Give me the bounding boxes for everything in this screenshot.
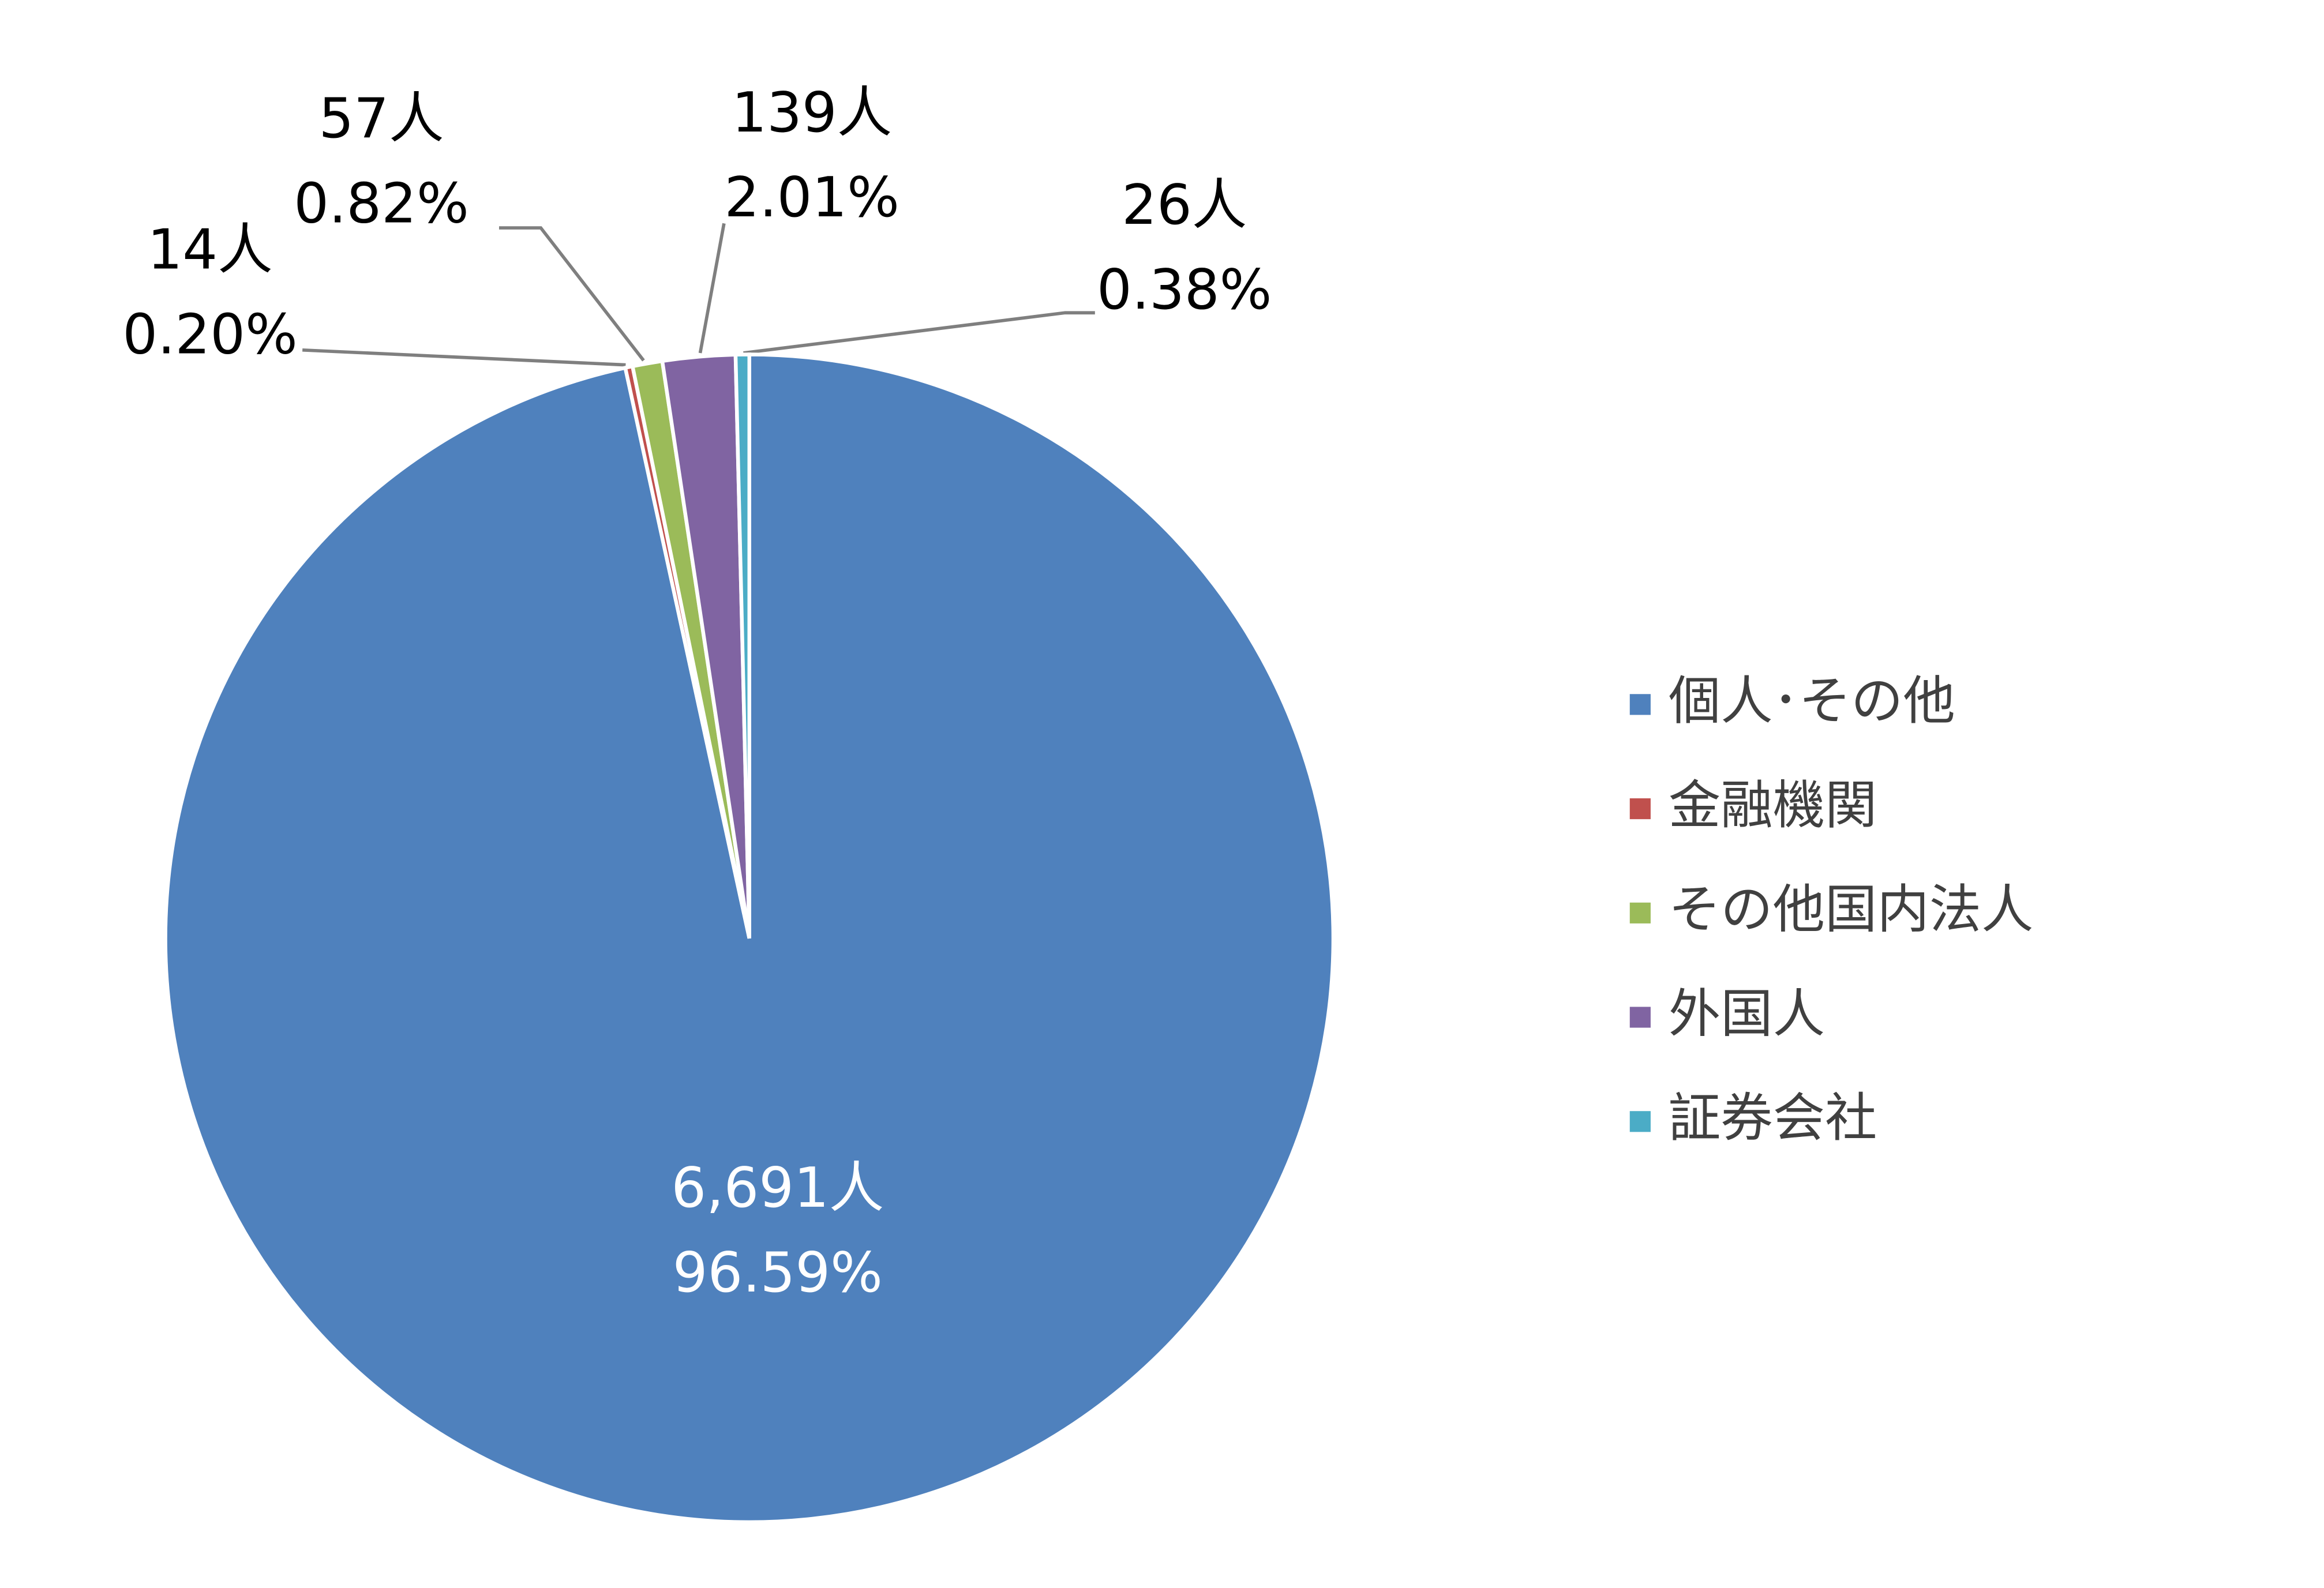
legend-swatch [1629, 1007, 1651, 1028]
data-label: 6,691人 [671, 1155, 884, 1220]
data-label: 139人 [732, 80, 892, 145]
legend-swatch [1629, 1111, 1651, 1132]
data-label: 57人 [318, 86, 444, 151]
legend-swatch [1629, 694, 1651, 715]
legend-label: その他国内法人 [1669, 880, 2034, 940]
pie-slice [733, 352, 751, 938]
legend-label: 金融機関 [1669, 775, 1877, 836]
leader-line [302, 348, 626, 367]
data-label: 14人 [148, 217, 273, 281]
percent-label: 2.01% [724, 165, 899, 230]
percent-label: 96.59% [673, 1240, 883, 1305]
legend-swatch [1629, 798, 1651, 820]
leader-line [498, 226, 645, 362]
legend-label: 証券会社 [1669, 1088, 1877, 1148]
leader-line [743, 311, 1095, 355]
legend-swatch [1629, 902, 1651, 923]
legend-label: 個人･その他 [1669, 671, 1955, 731]
percent-label: 0.82% [294, 171, 468, 235]
percent-label: 0.20% [122, 302, 297, 366]
percent-label: 0.38% [1097, 257, 1272, 322]
data-label: 26人 [1122, 172, 1247, 237]
leader-line [698, 223, 726, 354]
legend-label: 外国人 [1669, 983, 1825, 1044]
